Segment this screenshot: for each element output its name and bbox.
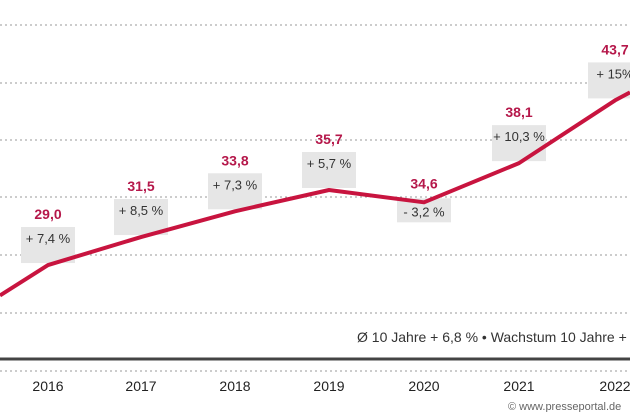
gridlines — [0, 24, 630, 372]
change-label-box — [302, 152, 356, 188]
change-label-box — [21, 227, 75, 264]
x-tick-label: 2019 — [313, 378, 344, 394]
change-label: - 3,2 % — [403, 204, 445, 219]
watermark: © www.presseportal.de — [508, 401, 621, 412]
x-tick-label: 2017 — [125, 378, 156, 394]
change-label: + 10,3 % — [493, 129, 545, 144]
x-tick-labels: 2016 2017 2018 2019 2020 2021 2022 — [32, 378, 630, 394]
series-line — [0, 90, 630, 298]
x-tick-label: 2016 — [32, 378, 63, 394]
value-label: 31,5 — [127, 178, 154, 194]
x-tick-label: 2018 — [219, 378, 250, 394]
value-label: 35,7 — [315, 131, 342, 147]
change-label-box — [492, 125, 546, 162]
change-label-box — [114, 199, 168, 236]
value-label: 43,7 — [601, 41, 628, 57]
x-tick-label: 2022 — [599, 378, 630, 394]
change-label-boxes — [21, 62, 630, 264]
x-tick-label: 2020 — [408, 378, 439, 394]
change-label: + 5,7 % — [307, 156, 352, 171]
value-label: 29,0 — [34, 206, 61, 222]
data-labels: + 7,4 % 29,0 + 8,5 % 31,5 + 7,3 % 33,8 + 5,7 %… — [26, 41, 630, 246]
change-label-box — [208, 173, 262, 210]
value-label: 38,1 — [505, 104, 532, 120]
change-label: + 7,3 % — [213, 177, 258, 192]
change-label: + 15% — [596, 66, 630, 81]
change-label: + 8,5 % — [119, 203, 164, 218]
change-label: + 7,4 % — [26, 231, 71, 246]
value-label: 33,8 — [221, 152, 248, 168]
footnote: Ø 10 Jahre + 6,8 % • Wachstum 10 Jahre + — [357, 329, 627, 345]
value-label: 34,6 — [410, 175, 437, 191]
x-tick-label: 2021 — [503, 378, 534, 394]
change-label-box — [588, 62, 630, 99]
